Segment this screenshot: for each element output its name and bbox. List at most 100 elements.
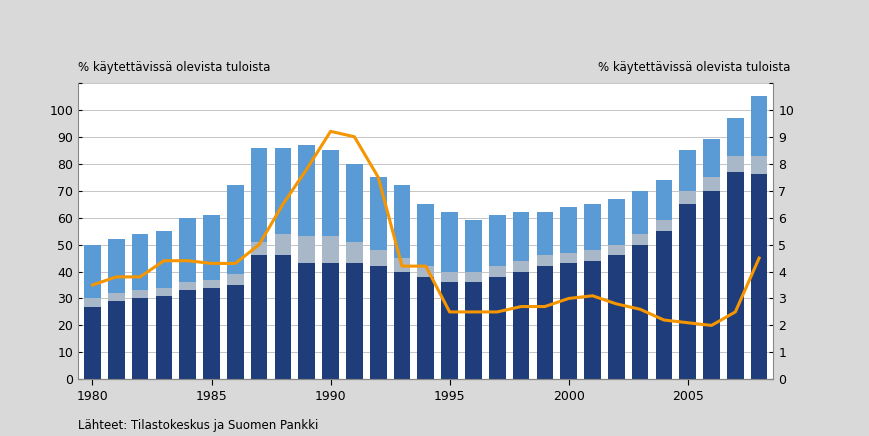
Bar: [156, 296, 172, 379]
Bar: [680, 191, 696, 204]
Korkomenot: [87, 283, 97, 288]
Korkomenot: [754, 255, 765, 261]
Bar: [227, 274, 243, 285]
Korkomenot: [159, 258, 169, 263]
Bar: [346, 242, 362, 263]
Bar: [227, 285, 243, 379]
Bar: [703, 140, 720, 177]
Bar: [394, 258, 410, 272]
Bar: [132, 299, 149, 379]
Bar: [417, 266, 434, 277]
Bar: [84, 299, 101, 307]
Korkomenot: [397, 263, 408, 269]
Bar: [632, 191, 648, 234]
Line: Korkomenot: Korkomenot: [92, 131, 760, 325]
Bar: [203, 215, 220, 279]
Bar: [751, 96, 767, 156]
Korkomenot: [325, 129, 335, 134]
Bar: [298, 263, 315, 379]
Bar: [346, 164, 362, 242]
Bar: [655, 231, 673, 379]
Korkomenot: [349, 134, 360, 140]
Bar: [584, 261, 600, 379]
Bar: [727, 118, 744, 156]
Korkomenot: [540, 304, 550, 309]
Bar: [203, 279, 220, 288]
Bar: [608, 199, 625, 245]
Bar: [203, 288, 220, 379]
Bar: [394, 272, 410, 379]
Bar: [179, 282, 196, 290]
Text: Lähteet: Tilastokeskus ja Suomen Pankki: Lähteet: Tilastokeskus ja Suomen Pankki: [78, 419, 319, 432]
Bar: [370, 266, 387, 379]
Bar: [680, 204, 696, 379]
Bar: [561, 263, 577, 379]
Bar: [536, 255, 554, 266]
Bar: [489, 215, 506, 266]
Korkomenot: [373, 174, 383, 180]
Bar: [584, 250, 600, 261]
Korkomenot: [182, 258, 193, 263]
Text: % käytettävissä olevista tuloista: % käytettävissä olevista tuloista: [78, 61, 270, 74]
Korkomenot: [278, 201, 289, 207]
Bar: [561, 207, 577, 252]
Bar: [608, 245, 625, 255]
Bar: [513, 212, 529, 261]
Korkomenot: [635, 307, 646, 312]
Korkomenot: [135, 274, 145, 279]
Korkomenot: [468, 309, 479, 314]
Bar: [632, 245, 648, 379]
Bar: [561, 252, 577, 263]
Bar: [251, 242, 268, 255]
Bar: [275, 234, 291, 255]
Bar: [346, 263, 362, 379]
Bar: [655, 180, 673, 220]
Bar: [84, 245, 101, 299]
Bar: [465, 220, 481, 272]
Korkomenot: [444, 309, 454, 314]
Bar: [322, 236, 339, 263]
Legend: Asuntolainat, Kulutusluotot, Muut lainat, Korkomenot: Asuntolainat, Kulutusluotot, Muut lainat…: [191, 433, 660, 436]
Bar: [370, 177, 387, 250]
Bar: [513, 272, 529, 379]
Bar: [156, 231, 172, 288]
Bar: [298, 145, 315, 236]
Bar: [703, 191, 720, 379]
Bar: [275, 255, 291, 379]
Bar: [751, 156, 767, 174]
Bar: [751, 174, 767, 379]
Bar: [727, 156, 744, 172]
Bar: [322, 150, 339, 236]
Bar: [489, 266, 506, 277]
Bar: [632, 234, 648, 245]
Bar: [441, 282, 458, 379]
Korkomenot: [611, 301, 621, 307]
Bar: [370, 250, 387, 266]
Bar: [680, 150, 696, 191]
Bar: [132, 290, 149, 299]
Bar: [108, 239, 124, 293]
Bar: [441, 212, 458, 272]
Bar: [251, 147, 268, 242]
Korkomenot: [421, 263, 431, 269]
Korkomenot: [706, 323, 717, 328]
Korkomenot: [730, 309, 740, 314]
Bar: [322, 263, 339, 379]
Bar: [536, 266, 554, 379]
Bar: [179, 290, 196, 379]
Text: % käytettävissä olevista tuloista: % käytettävissä olevista tuloista: [599, 61, 791, 74]
Bar: [108, 293, 124, 301]
Korkomenot: [230, 261, 241, 266]
Bar: [251, 255, 268, 379]
Korkomenot: [563, 296, 574, 301]
Korkomenot: [254, 242, 264, 247]
Bar: [489, 277, 506, 379]
Bar: [417, 277, 434, 379]
Bar: [727, 172, 744, 379]
Bar: [394, 185, 410, 258]
Bar: [584, 204, 600, 250]
Korkomenot: [516, 304, 527, 309]
Korkomenot: [302, 167, 312, 172]
Bar: [156, 288, 172, 296]
Bar: [108, 301, 124, 379]
